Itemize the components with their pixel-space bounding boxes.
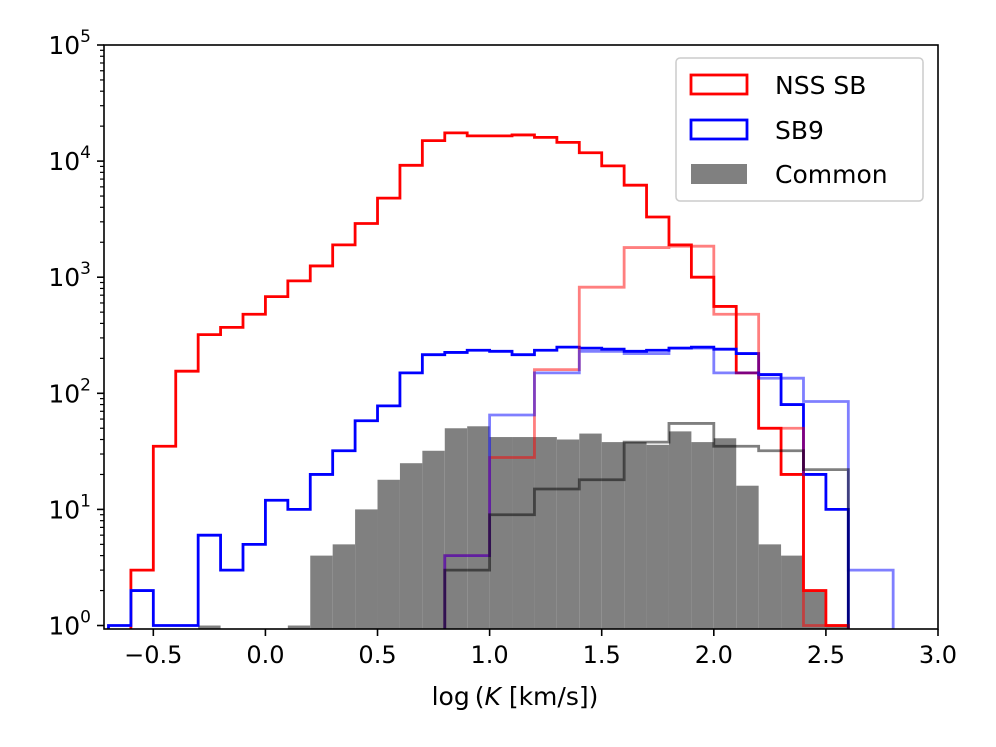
y-tick-label: 104: [48, 143, 91, 176]
bar-common-13: [489, 437, 513, 629]
step-sb9-common-sample: [443, 346, 895, 629]
legend-label-sb9: SB9: [775, 116, 824, 145]
x-tick-label: 3.0: [919, 641, 957, 669]
bar-common-23: [713, 438, 737, 629]
x-tick-label: 0.0: [246, 641, 284, 669]
legend-label-nss-sb: NSS SB: [775, 71, 866, 100]
bar-common-5: [310, 555, 333, 629]
bar-common-10: [422, 450, 445, 629]
legend-swatch-sb9: [689, 118, 749, 141]
bar-common-22: [691, 442, 714, 629]
axes-frame: [103, 44, 939, 630]
bar-common-4: [287, 625, 311, 629]
step-nss-sb-common-sample: [443, 244, 850, 629]
y-tick-label: 100: [48, 608, 91, 641]
bar-common-14: [512, 437, 535, 629]
bar-common-6: [332, 544, 356, 629]
x-axis-label: log (K [km/s]): [432, 682, 599, 711]
bar-common-28: [825, 625, 849, 629]
step-sb9: [107, 345, 850, 629]
legend: NSS SB SB9 Common: [675, 57, 924, 202]
y-tick-label: 105: [48, 27, 91, 60]
legend-swatch-common: [691, 164, 747, 184]
x-tick-label: 1.0: [471, 641, 509, 669]
x-tick-label: 0.5: [358, 641, 396, 669]
legend-swatch-nss-sb: [689, 73, 749, 96]
x-tick-label: 2.5: [807, 641, 845, 669]
y-tick-label: 103: [48, 259, 91, 292]
bar-common-19: [624, 442, 647, 629]
bar-common-12: [467, 426, 490, 629]
bar-common-11: [444, 428, 468, 629]
step-common-sb9-k: [443, 422, 850, 629]
bar-common-15: [534, 437, 557, 629]
y-axis: 100 101 102 103 104 105: [48, 27, 104, 641]
bar-common-17: [579, 433, 602, 629]
bar-common-9: [399, 463, 423, 629]
bar-common-26: [781, 555, 804, 629]
bar-common-16: [556, 439, 580, 629]
x-tick-label: 1.5: [583, 641, 621, 669]
x-tick-label: −0.5: [124, 641, 182, 669]
common-bars: [198, 426, 849, 629]
bar-common-24: [736, 485, 759, 629]
y-tick-label: 102: [48, 375, 91, 408]
bar-common-8: [377, 479, 400, 629]
bar-common-7: [355, 509, 378, 629]
y-tick-label: 101: [48, 491, 91, 524]
x-tick-label: 2.0: [695, 641, 733, 669]
bar-common-18: [601, 442, 625, 629]
bar-common-25: [758, 544, 782, 629]
step-series: [107, 131, 895, 629]
legend-label-common: Common: [775, 160, 888, 189]
bar-common-21: [668, 431, 692, 629]
bar-common-27: [803, 590, 826, 629]
plot-area: [107, 131, 895, 629]
bar-common-0: [198, 625, 221, 629]
bar-common-20: [646, 444, 669, 629]
step-nss-sb: [129, 131, 850, 629]
x-axis: −0.5 0.0 0.5 1.0 1.5 2.0 2.5 3.0: [124, 629, 957, 669]
